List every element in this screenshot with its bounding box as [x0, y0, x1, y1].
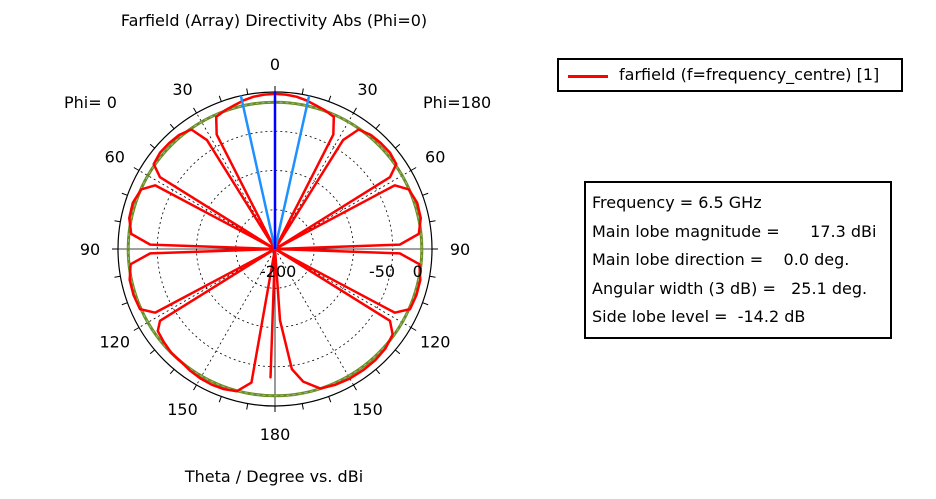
angle-tick-label: 60	[105, 148, 125, 167]
frequency-text: Frequency = 6.5 GHz	[592, 193, 762, 212]
legend-swatch	[568, 75, 608, 78]
angle-tick	[375, 123, 381, 130]
angle-tick-label: 0	[270, 55, 280, 74]
angle-tick-labels: 0 30 60 90 120 150 180 150 120 90 60 30	[80, 55, 470, 444]
angle-tick	[301, 88, 304, 95]
beamwidth-lines	[239, 92, 311, 250]
angle-tick-label: 120	[100, 333, 131, 352]
angle-tick	[169, 368, 175, 375]
angle-tick	[218, 95, 222, 102]
angle-tick	[114, 220, 121, 223]
angle-tick	[246, 403, 249, 410]
angle-tick	[328, 396, 332, 403]
angle-tick-label: 90	[450, 240, 470, 259]
angle-tick	[422, 192, 429, 196]
angle-tick	[429, 275, 436, 278]
axis-label: Theta / Degree vs. dBi	[184, 467, 364, 486]
beamwidth-line	[239, 95, 277, 250]
radial-tick-label: 0	[413, 262, 423, 281]
pattern-trace-phi180	[273, 92, 422, 390]
angle-tick	[394, 349, 401, 355]
angle-tick	[301, 403, 304, 410]
angle-tick	[375, 368, 381, 375]
angle-tick	[193, 107, 197, 114]
angle-tick	[353, 107, 357, 114]
main-lobe-magnitude-text: Main lobe magnitude = 17.3 dBi	[592, 221, 877, 241]
angle-tick	[193, 384, 197, 391]
info-box: Frequency = 6.5 GHz Main lobe magnitude …	[584, 181, 892, 339]
angle-tick	[149, 143, 156, 149]
farfield-pattern	[128, 92, 422, 393]
angle-tick-label: 30	[172, 80, 192, 99]
angle-tick	[328, 95, 332, 102]
legend-label: farfield (f=frequency_centre) [1]	[619, 65, 880, 84]
angle-tick	[114, 275, 121, 278]
polar-chart: 0 30 60 90 120 150 180 150 120 90 60 30 -200 -50 0 Ph…	[64, 55, 491, 444]
angle-tick	[394, 143, 401, 149]
angle-tick-label: 60	[425, 148, 445, 167]
chart-title: Farfield (Array) Directivity Abs (Phi=0)	[120, 11, 428, 30]
angle-tick	[353, 384, 357, 391]
angle-tick	[133, 327, 140, 331]
pattern-trace-phi0	[128, 92, 277, 393]
radial-tick-label: -50	[369, 262, 395, 281]
angle-tick	[429, 220, 436, 223]
phi-left-label: Phi= 0	[64, 93, 117, 112]
angle-tick	[133, 167, 140, 171]
beamwidth-line	[273, 95, 311, 250]
angle-tick	[218, 396, 222, 403]
angle-tick	[169, 123, 175, 130]
angle-tick	[121, 302, 128, 306]
side-lobe-level-text: Side lobe level = -14.2 dB	[592, 307, 806, 326]
legend: farfield (f=frequency_centre) [1]	[557, 58, 903, 92]
angle-tick-label: 150	[167, 400, 198, 419]
angle-tick	[422, 302, 429, 306]
angle-tick	[246, 88, 249, 95]
angle-tick-label: 180	[260, 425, 291, 444]
angle-tick-label: 120	[420, 333, 451, 352]
main-lobe-direction-text: Main lobe direction = 0.0 deg.	[592, 250, 850, 269]
radial-tick-label: -200	[260, 262, 296, 281]
grid-spoke	[196, 112, 354, 386]
angular-width-text: Angular width (3 dB) = 25.1 deg.	[592, 278, 868, 298]
angle-tick	[149, 349, 156, 355]
angle-tick	[410, 167, 417, 171]
angle-tick	[410, 327, 417, 331]
angle-tick-label: 150	[352, 400, 383, 419]
phi-right-label: Phi=180	[423, 93, 491, 112]
angle-tick	[121, 192, 128, 196]
angle-tick-label: 90	[80, 240, 100, 259]
radial-tick-labels: -200 -50 0	[260, 262, 423, 281]
angle-tick-label: 30	[357, 80, 377, 99]
